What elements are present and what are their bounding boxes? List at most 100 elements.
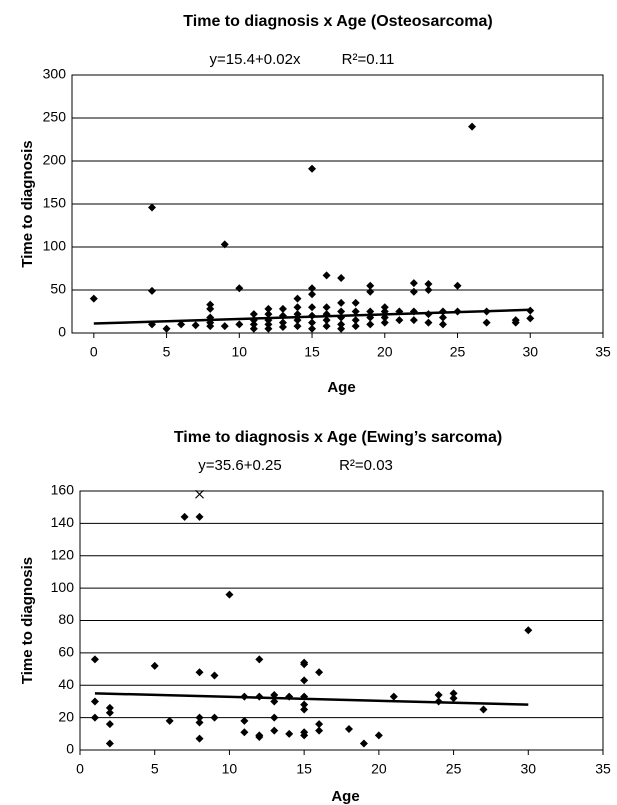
data-point — [337, 298, 346, 307]
x-tick-label: 0 — [90, 344, 98, 360]
data-point — [270, 697, 279, 706]
data-point — [162, 324, 171, 333]
data-point — [308, 164, 317, 173]
data-point — [177, 320, 186, 329]
y-tick-label: 40 — [58, 676, 74, 692]
data-point — [90, 713, 99, 722]
x-tick-label: 25 — [446, 761, 462, 777]
y-tick-label: 0 — [58, 324, 66, 340]
data-point — [300, 705, 309, 714]
data-point — [249, 310, 258, 319]
data-point — [344, 724, 353, 733]
data-point — [322, 316, 331, 325]
data-point — [449, 689, 458, 698]
data-point — [300, 660, 309, 669]
data-point — [206, 322, 215, 331]
data-point — [195, 668, 204, 677]
data-point — [240, 728, 249, 737]
data-point — [300, 700, 309, 709]
x-axis-label: Age — [327, 379, 355, 396]
data-point — [315, 720, 324, 729]
data-point — [424, 286, 433, 294]
data-point — [89, 294, 98, 303]
data-point — [249, 324, 258, 333]
y-tick-label: 150 — [43, 195, 67, 211]
chart-title: Time to diagnosis x Age (Ewing’s sarcoma… — [174, 429, 502, 446]
data-point — [337, 320, 346, 329]
data-point — [322, 303, 331, 312]
y-tick-label: 80 — [58, 611, 74, 627]
data-point — [366, 320, 375, 329]
y-tick-label: 140 — [51, 514, 75, 530]
x-tick-label: 15 — [296, 761, 312, 777]
data-point — [225, 590, 234, 599]
data-point — [409, 316, 418, 325]
y-tick-label: 200 — [43, 152, 67, 168]
data-point — [453, 281, 462, 290]
data-point — [105, 720, 114, 729]
y-tick-label: 100 — [51, 579, 75, 595]
data-point — [255, 655, 264, 664]
x-tick-label: 5 — [163, 344, 171, 360]
data-point — [351, 298, 360, 307]
data-point — [206, 304, 215, 313]
data-point — [105, 708, 114, 717]
data-point — [195, 718, 204, 727]
data-point — [511, 318, 520, 327]
data-point — [524, 626, 533, 635]
data-point — [210, 671, 219, 680]
y-tick-label: 60 — [58, 644, 74, 660]
data-point — [438, 320, 447, 329]
data-point — [366, 281, 375, 290]
trend-equation: y=15.4+0.02x — [210, 51, 301, 68]
x-tick-label: 0 — [76, 761, 84, 777]
data-point — [278, 304, 287, 313]
data-point — [220, 322, 229, 331]
data-point — [300, 731, 309, 740]
data-point — [90, 655, 99, 664]
data-point — [449, 694, 458, 703]
data-point — [337, 324, 346, 333]
data-point — [105, 703, 114, 712]
data-point — [300, 676, 309, 685]
data-point — [359, 739, 368, 748]
data-point — [479, 705, 488, 714]
data-point — [293, 294, 302, 303]
data-point — [235, 320, 244, 329]
x-tick-label: 30 — [520, 761, 536, 777]
data-point — [315, 668, 324, 677]
y-tick-label: 50 — [50, 281, 66, 297]
data-point — [351, 322, 360, 331]
data-point — [148, 203, 157, 212]
x-axis-label: Age — [331, 788, 359, 805]
data-point — [278, 322, 287, 331]
data-point — [395, 316, 404, 325]
data-point — [366, 287, 375, 296]
y-axis-label: Time to diagnosis — [19, 557, 36, 684]
data-point — [270, 713, 279, 722]
data-point — [409, 287, 418, 296]
plot-frame — [71, 74, 604, 334]
r-squared: R²=0.03 — [339, 457, 393, 474]
data-point — [264, 324, 273, 333]
data-point — [180, 512, 189, 521]
data-point — [278, 318, 287, 327]
y-tick-label: 100 — [43, 238, 67, 254]
x-tick-label: 35 — [595, 344, 611, 360]
trend-equation: y=35.6+0.25 — [198, 457, 281, 474]
data-point — [366, 307, 375, 316]
data-point — [308, 303, 317, 312]
data-point — [105, 739, 114, 748]
data-point — [351, 307, 360, 316]
x-tick-label: 20 — [377, 344, 393, 360]
data-point — [195, 734, 204, 743]
data-point — [526, 314, 535, 323]
data-point — [249, 320, 258, 329]
trend-line — [94, 692, 529, 706]
data-point — [220, 240, 229, 249]
data-point — [374, 731, 383, 740]
data-point — [293, 303, 302, 312]
data-point — [409, 279, 418, 288]
data-point — [191, 321, 200, 330]
y-tick-label: 300 — [43, 66, 67, 82]
